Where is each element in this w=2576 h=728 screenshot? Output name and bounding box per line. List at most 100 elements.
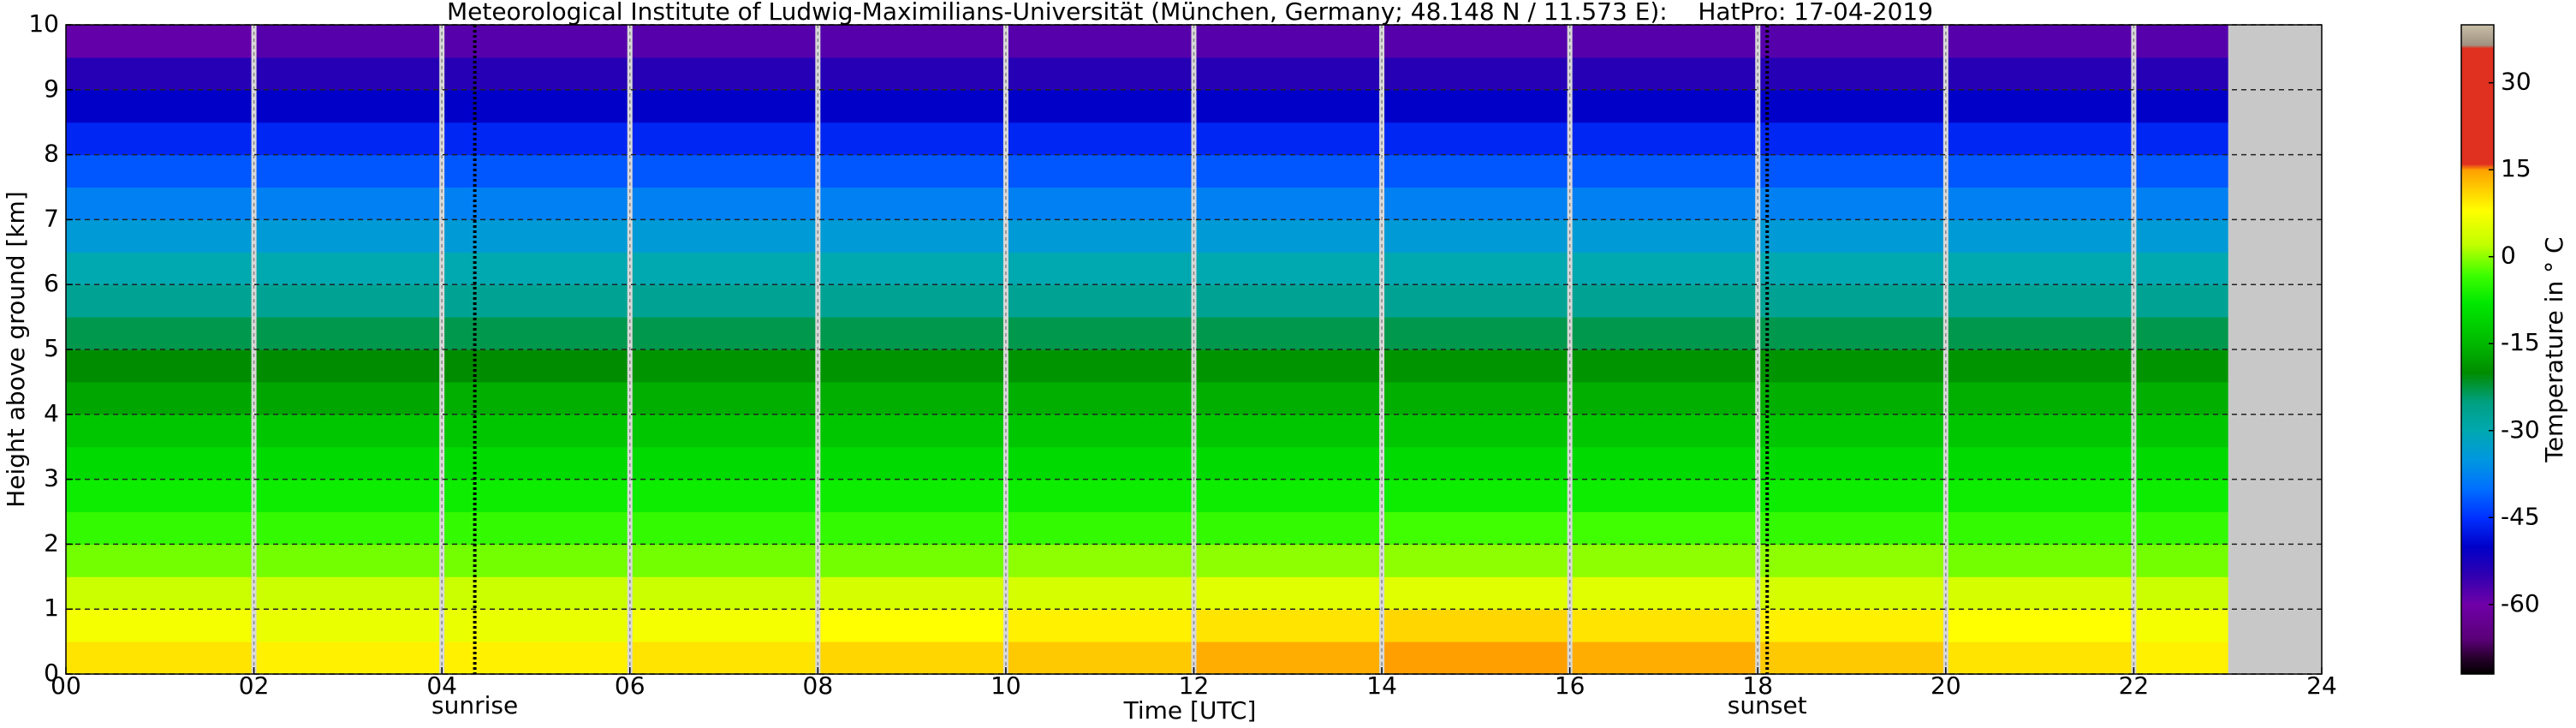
heatmap-cell: [1382, 219, 1571, 253]
heatmap-cell: [1945, 544, 2134, 577]
heatmap-cell: [66, 89, 255, 123]
heatmap-cell: [1758, 641, 1947, 675]
heatmap-cell: [66, 414, 255, 448]
x-axis-label: Time [UTC]: [1123, 696, 1257, 725]
heatmap-cell: [66, 349, 255, 383]
heatmap-cell: [1758, 284, 1947, 318]
colorbar-tick-label: 30: [2501, 68, 2531, 96]
colorbar-segment: [2461, 639, 2494, 658]
heatmap-cell: [253, 544, 443, 577]
heatmap-cell: [1569, 349, 1758, 383]
heatmap-cell: [442, 414, 631, 448]
heatmap-cell: [66, 252, 255, 285]
heatmap-cell: [1382, 122, 1571, 156]
heatmap-cell: [1569, 544, 1758, 577]
heatmap-cell: [1193, 609, 1383, 642]
heatmap-cell: [66, 57, 255, 91]
heatmap-cell: [253, 317, 443, 350]
heatmap-cell: [253, 349, 443, 383]
heatmap-cell: [629, 57, 818, 91]
heatmap-cell: [1005, 154, 1194, 188]
heatmap-cell: [442, 187, 631, 220]
heatmap-cell: [818, 154, 1007, 188]
y-tick-label: 10: [28, 9, 59, 38]
colorbar-segment: [2461, 210, 2494, 246]
heatmap-cell: [1382, 187, 1571, 220]
colorbar-segment: [2461, 302, 2494, 344]
heatmap-cell: [1758, 187, 1947, 220]
heatmap-cell: [1005, 381, 1194, 415]
heatmap-cell: [2133, 122, 2228, 156]
heatmap-cell: [1193, 479, 1383, 512]
heatmap-cell: [2133, 609, 2228, 642]
heatmap-cell: [1945, 349, 2134, 383]
y-tick-label: 9: [44, 75, 59, 103]
heatmap-cell: [1005, 25, 1194, 58]
heatmap-cell: [1005, 479, 1194, 512]
heatmap-cell: [2133, 25, 2228, 58]
colorbar-tick-label: -30: [2501, 415, 2540, 444]
heatmap-cell: [1193, 89, 1383, 123]
chart-title: Meteorological Institute of Ludwig-Maxim…: [447, 0, 1933, 26]
heatmap-cell: [1005, 609, 1194, 642]
colorbar-label: Temperature in ° C: [2540, 236, 2568, 462]
heatmap-cell: [442, 57, 631, 91]
heatmap-cell: [253, 252, 443, 285]
heatmap-cell: [442, 479, 631, 512]
y-tick-label: 7: [44, 204, 59, 232]
heatmap-cell: [1945, 122, 2134, 156]
heatmap-cell: [253, 609, 443, 642]
heatmap-cell: [442, 609, 631, 642]
heatmap-cell: [1569, 89, 1758, 123]
heatmap-cell: [1193, 446, 1383, 480]
heatmap-cell: [1758, 317, 1947, 350]
heatmap-cell: [818, 544, 1007, 577]
y-tick-label: 6: [44, 269, 59, 297]
heatmap-cell: [1193, 544, 1383, 577]
heatmap-cell: [818, 609, 1007, 642]
heatmap-cell: [1758, 576, 1947, 610]
heatmap-cell: [253, 381, 443, 415]
x-tick-label: 08: [803, 671, 834, 700]
heatmap-cell: [1569, 609, 1758, 642]
heatmap-cell: [1758, 381, 1947, 415]
heatmap-cell: [1758, 349, 1947, 383]
heatmap-cell: [1945, 219, 2134, 253]
heatmap-cell: [1382, 641, 1571, 675]
colorbar-segment: [2461, 170, 2494, 212]
colorbar-tick-label: -45: [2501, 502, 2540, 530]
heatmap-cell: [2133, 252, 2228, 285]
heatmap-cell: [442, 381, 631, 415]
x-tick-label: 00: [51, 671, 81, 700]
heatmap-cell: [253, 187, 443, 220]
heatmap-cell: [1945, 414, 2134, 448]
heatmap-cell: [1945, 25, 2134, 58]
heatmap-cell: [1193, 641, 1383, 675]
heatmap-cell: [818, 349, 1007, 383]
colorbar-segment: [2461, 48, 2494, 164]
heatmap-cell: [66, 609, 255, 642]
x-tick-label: 22: [2119, 671, 2150, 700]
heatmap-cell: [1569, 154, 1758, 188]
heatmap-cell: [1382, 57, 1571, 91]
heatmap-cell: [1005, 544, 1194, 577]
heatmap-cell: [1193, 25, 1383, 58]
colorbar-segment: [2461, 546, 2494, 576]
heatmap-cell: [2133, 576, 2228, 610]
heatmap-cell: [1945, 479, 2134, 512]
heatmap-cell: [1569, 414, 1758, 448]
heatmap-cell: [629, 576, 818, 610]
heatmap-cell: [2133, 187, 2228, 220]
plot-frame: [65, 24, 2323, 675]
heatmap-cell: [1193, 381, 1383, 415]
heatmap-cell: [1382, 154, 1571, 188]
heatmap-cell: [253, 284, 443, 318]
heatmap-cell: [1193, 154, 1383, 188]
heatmap-cell: [2133, 349, 2228, 383]
x-tick-label: 18: [1742, 671, 1773, 700]
heatmap-cell: [66, 641, 255, 675]
heatmap-cell: [1382, 479, 1571, 512]
heatmap-cell: [1569, 479, 1758, 512]
y-tick-label: 4: [44, 399, 59, 427]
